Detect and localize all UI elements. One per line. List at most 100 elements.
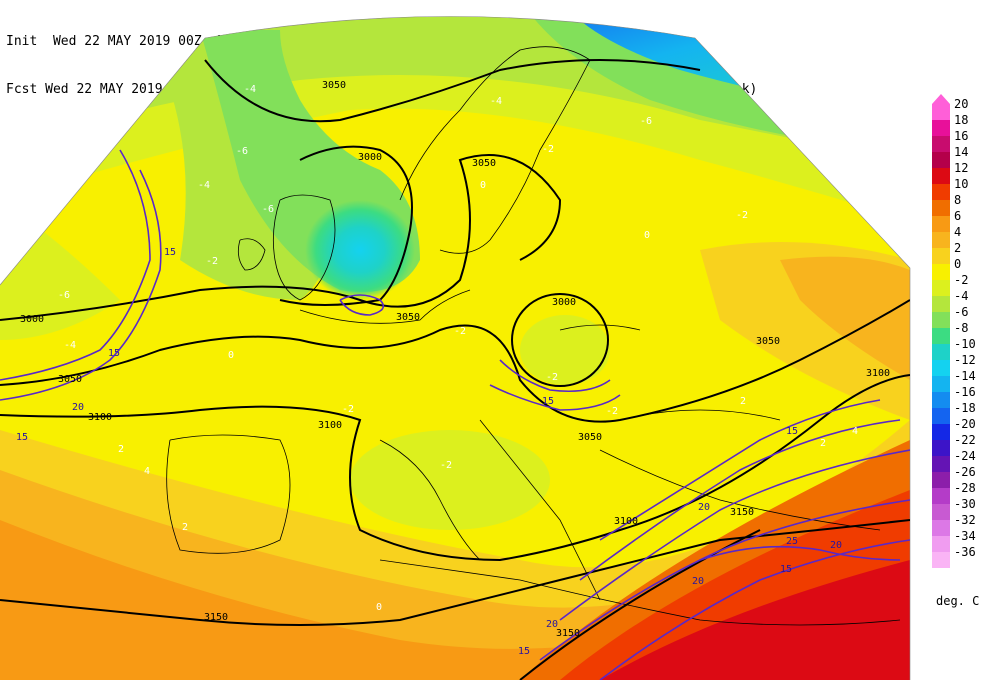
legend-label: -4 — [954, 289, 969, 303]
wind-label: 15 — [108, 348, 120, 359]
legend-units: deg. C — [936, 594, 980, 608]
legend-entry: 10 — [928, 178, 1000, 200]
legend-swatch — [932, 152, 950, 168]
legend-label: -24 — [954, 449, 976, 463]
temp-label: -2 — [454, 326, 466, 337]
legend-label: 2 — [954, 241, 962, 255]
temp-label: 0 — [376, 602, 382, 613]
legend-swatch — [932, 472, 950, 488]
legend-swatch — [932, 488, 950, 504]
legend-swatch — [932, 504, 950, 520]
legend-label: -12 — [954, 353, 976, 367]
temp-label: -2 — [542, 144, 554, 155]
temp-label: -2 — [546, 372, 558, 383]
legend-entry: -32 — [928, 514, 1000, 536]
legend-entry: -6 — [928, 306, 1000, 328]
legend-swatch — [932, 264, 950, 280]
temp-label: -4 — [198, 180, 210, 191]
temp-label: 2 — [820, 438, 826, 449]
legend-label: -10 — [954, 337, 976, 351]
legend-entry: -2 — [928, 274, 1000, 296]
height-label: 3050 — [58, 374, 82, 385]
legend-entry: -10 — [928, 338, 1000, 360]
legend-label: -14 — [954, 369, 976, 383]
legend-swatch — [932, 232, 950, 248]
legend-entry: -28 — [928, 482, 1000, 504]
legend-label: -18 — [954, 401, 976, 415]
legend-swatch — [932, 360, 950, 376]
legend-swatch — [932, 248, 950, 264]
temperature-labels: -4 -6 -4 -6 -2 0 -2 -4 -6 -2 -2 0 2 4 2 … — [58, 84, 858, 613]
legend-swatch — [932, 216, 950, 232]
legend-entry: 20 — [928, 98, 1000, 120]
legend-label: 4 — [954, 225, 962, 239]
legend-entry: 8 — [928, 194, 1000, 216]
legend-label: -34 — [954, 529, 976, 543]
legend-entry: -26 — [928, 466, 1000, 488]
temp-label: 4 — [144, 466, 150, 477]
temp-label: -6 — [58, 290, 70, 301]
temp-label: 4 — [852, 426, 858, 437]
temp-label: -2 — [440, 460, 452, 471]
height-label: 3100 — [88, 412, 112, 423]
legend-swatch — [932, 408, 950, 424]
temp-label: -4 — [244, 84, 256, 95]
wind-label: 15 — [780, 564, 792, 575]
temp-label: -4 — [64, 340, 76, 351]
temp-label: -6 — [236, 146, 248, 157]
wind-label: 25 — [786, 536, 798, 547]
legend-entry: -14 — [928, 370, 1000, 392]
height-label: 3100 — [866, 368, 890, 379]
legend-entry: -20 — [928, 418, 1000, 440]
height-label: 3050 — [472, 158, 496, 169]
legend-entry: -4 — [928, 290, 1000, 312]
legend-label: -32 — [954, 513, 976, 527]
temp-label: 2 — [118, 444, 124, 455]
legend-swatch — [932, 392, 950, 408]
wind-label: 15 — [786, 426, 798, 437]
height-label: 3050 — [578, 432, 602, 443]
height-labels: 3050 3000 3050 3000 3050 3000 3050 3100 … — [20, 80, 890, 639]
legend-swatch — [932, 280, 950, 296]
height-label: 3050 — [322, 80, 346, 91]
height-label: 3100 — [318, 420, 342, 431]
wind-contours — [0, 149, 910, 680]
temp-label: -6 — [262, 204, 274, 215]
legend-label: 6 — [954, 209, 962, 223]
legend-label: -20 — [954, 417, 976, 431]
legend-entry: -18 — [928, 402, 1000, 424]
legend-swatch — [932, 440, 950, 456]
legend-swatch — [932, 328, 950, 344]
temp-label: 0 — [644, 230, 650, 241]
wind-label: 15 — [164, 247, 176, 258]
temp-label: -2 — [606, 406, 618, 417]
legend-label: -26 — [954, 465, 976, 479]
height-label: 3000 — [20, 314, 44, 325]
legend-label: 12 — [954, 161, 969, 175]
legend-swatch — [932, 376, 950, 392]
wind-labels: 15 15 20 15 15 15 20 20 25 15 20 20 15 — [16, 247, 842, 657]
legend-swatch — [932, 552, 950, 568]
legend-entry: -34 — [928, 530, 1000, 552]
legend-label: 8 — [954, 193, 962, 207]
legend-label: -22 — [954, 433, 976, 447]
legend-entry: -36 — [928, 546, 1000, 568]
legend-swatch — [932, 344, 950, 360]
legend-label: -30 — [954, 497, 976, 511]
legend-entry: 18 — [928, 114, 1000, 136]
legend-label: 10 — [954, 177, 969, 191]
legend-entry: 16 — [928, 130, 1000, 152]
legend-swatch — [932, 456, 950, 472]
height-label: 3000 — [552, 297, 576, 308]
legend-swatch — [932, 520, 950, 536]
legend-label: 16 — [954, 129, 969, 143]
legend-entry: 4 — [928, 226, 1000, 248]
legend-swatch — [932, 424, 950, 440]
legend-label: 18 — [954, 113, 969, 127]
legend-label: -8 — [954, 321, 969, 335]
legend-entry: 12 — [928, 162, 1000, 184]
legend-entry: 0 — [928, 258, 1000, 280]
height-label: 3150 — [730, 507, 754, 518]
legend-entry: -12 — [928, 354, 1000, 376]
